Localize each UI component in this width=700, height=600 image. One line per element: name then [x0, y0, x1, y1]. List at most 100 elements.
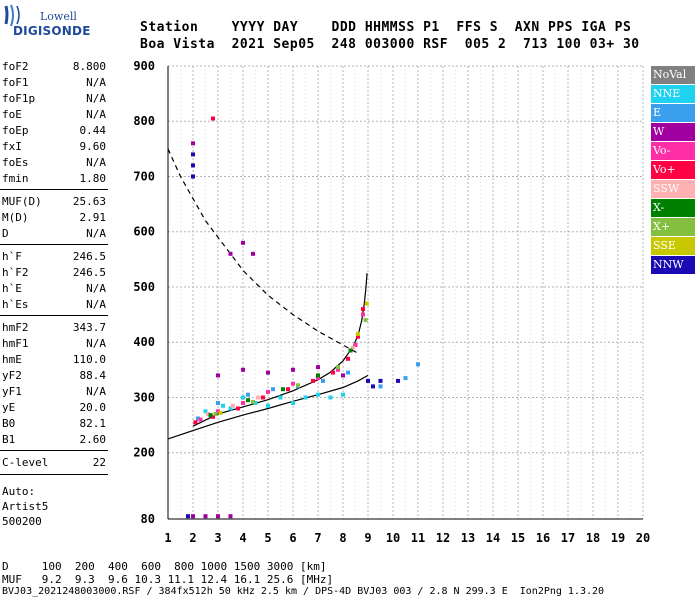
legend-item-vo-plus: Vo+ — [651, 161, 695, 179]
legend-item-ssw: SSW — [651, 180, 695, 198]
chart-grid — [167, 65, 644, 520]
x-tick-label: 12 — [436, 531, 450, 545]
data-point — [341, 392, 345, 397]
data-point — [336, 367, 340, 372]
data-point — [206, 412, 210, 416]
data-point — [211, 414, 215, 419]
data-point — [336, 365, 340, 370]
param-name: hmF1 — [2, 337, 29, 350]
data-point — [228, 251, 233, 256]
x-tick-label: 20 — [636, 531, 650, 545]
data-point — [211, 116, 215, 121]
params-divider — [0, 450, 108, 451]
y-tick-label: 700 — [133, 169, 155, 183]
y-tick-label: 900 — [133, 59, 155, 73]
chart-axes — [167, 66, 643, 520]
data-point — [191, 514, 195, 519]
data-point — [403, 376, 408, 381]
data-point — [236, 406, 240, 411]
param-name: B0 — [2, 417, 16, 430]
data-point — [266, 370, 270, 375]
data-point — [203, 514, 208, 519]
data-point — [266, 403, 270, 408]
data-point — [371, 384, 375, 389]
data-point — [228, 514, 233, 519]
data-point — [213, 412, 218, 416]
param-name: D — [2, 227, 9, 240]
data-point — [321, 378, 325, 383]
param-name: foF1p — [2, 92, 36, 105]
data-point — [271, 387, 275, 392]
param-value: 20.0 — [79, 401, 107, 414]
param-row: foE N/A — [2, 107, 106, 122]
x-tick-label: 2 — [189, 531, 196, 545]
param-value: N/A — [86, 337, 106, 350]
param-value: N/A — [86, 156, 106, 169]
param-value: N/A — [86, 298, 106, 311]
data-point — [266, 389, 270, 394]
header-values: Boa Vista 2021 Sep05 248 003000 RSF 005 … — [140, 37, 640, 52]
param-value: 110.0 — [72, 353, 106, 366]
data-point — [361, 312, 365, 317]
param-row: foEp 0.44 — [2, 123, 106, 138]
data-point — [278, 395, 283, 400]
param-value: 246.5 — [72, 266, 106, 279]
params-divider — [0, 315, 108, 316]
legend-item-vo-minus: Vo- — [651, 142, 695, 160]
param-name: hmF2 — [2, 321, 29, 334]
data-point — [241, 240, 245, 245]
param-name: h`F2 — [2, 266, 29, 279]
data-point — [218, 410, 223, 415]
param-name: B1 — [2, 433, 16, 446]
param-row: yF2 88.4 — [2, 368, 106, 383]
data-point — [356, 331, 360, 336]
legend-item-x-minus: X- — [651, 199, 695, 217]
y-tick-label: 200 — [133, 446, 155, 460]
data-point — [311, 378, 315, 383]
param-name: MUF(D) — [2, 195, 42, 208]
param-row: h`F2 246.5 — [2, 265, 106, 280]
data-point — [246, 398, 250, 403]
chart-ticks: 1 2 3 4 5 6 7 8 9 10 11 12 13 14 15 16 17 18 19 20802003004… — [133, 59, 650, 545]
params-divider — [0, 189, 108, 190]
data-point — [196, 416, 200, 421]
x-tick-label: 15 — [511, 531, 525, 545]
data-point — [291, 367, 295, 372]
x-tick-label: 9 — [364, 531, 371, 545]
param-name: hmE — [2, 353, 22, 366]
param-row: fxI 9.60 — [2, 139, 106, 154]
footer-muf-row: MUF 9.2 9.3 9.6 10.3 11.1 12.4 16.1 25.6… — [2, 573, 334, 586]
data-point — [186, 514, 190, 519]
param-name: h`E — [2, 282, 22, 295]
lower-trace-curve — [167, 374, 369, 440]
data-point — [353, 343, 358, 347]
param-value: N/A — [86, 385, 106, 398]
data-point — [208, 413, 213, 418]
data-point — [348, 348, 353, 353]
param-value: N/A — [86, 108, 106, 121]
data-point — [253, 401, 258, 405]
x-tick-label: 11 — [411, 531, 425, 545]
data-point — [221, 403, 225, 408]
data-point — [346, 370, 350, 375]
data-point — [228, 406, 233, 411]
param-value: N/A — [86, 227, 106, 240]
param-row: M(D) 2.91 — [2, 210, 106, 225]
param-row: C-level 22 — [2, 455, 106, 470]
data-point — [241, 367, 245, 372]
data-point — [251, 251, 255, 256]
data-point — [198, 417, 203, 422]
data-point — [364, 301, 369, 306]
logo-brand: Lowell — [40, 10, 77, 23]
param-value: 343.7 — [72, 321, 106, 334]
header-labels: Station YYYY DAY DDD HHMMSS P1 FFS S AXN… — [140, 20, 632, 35]
param-name: foEp — [2, 124, 29, 137]
param-name: foF1 — [2, 76, 29, 89]
param-name: h`Es — [2, 298, 29, 311]
param-row: yF1 N/A — [2, 384, 106, 399]
x-tick-label: 3 — [214, 531, 221, 545]
data-point — [231, 403, 235, 408]
legend-item-e: E — [651, 104, 695, 122]
x-tick-label: 10 — [386, 531, 400, 545]
